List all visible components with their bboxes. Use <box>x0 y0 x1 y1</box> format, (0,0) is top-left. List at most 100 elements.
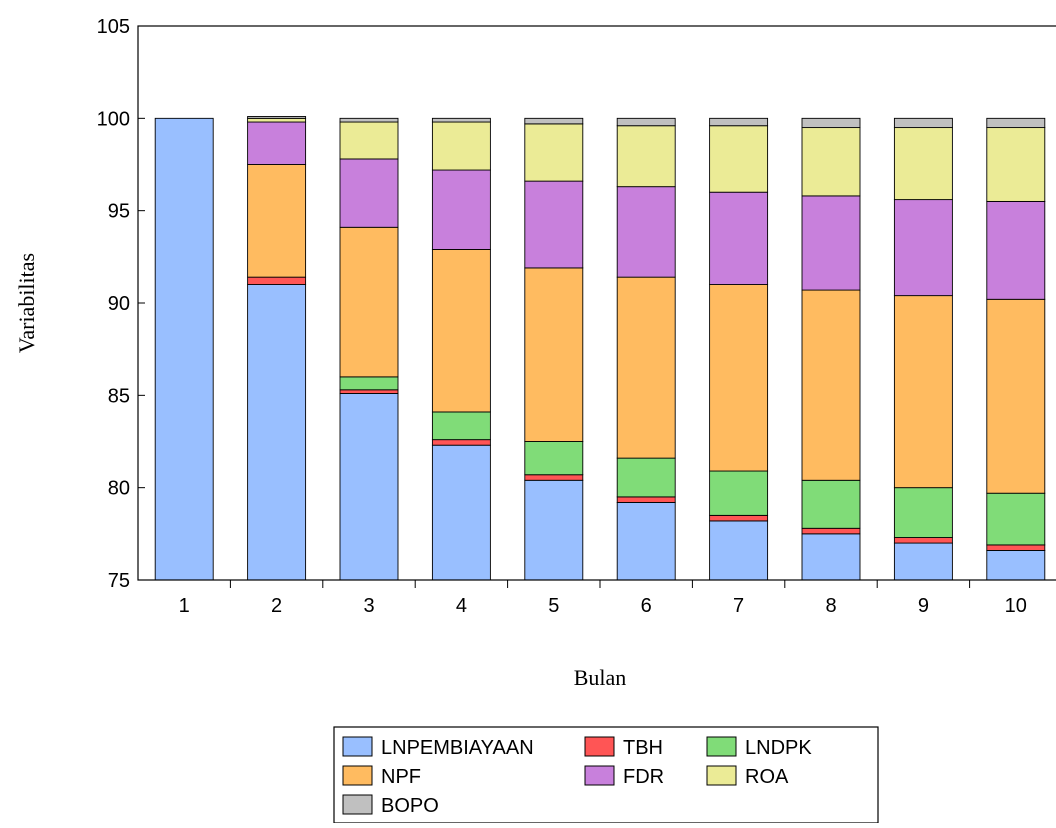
y-axis-title: Variabilitas <box>14 253 39 353</box>
bar-segment-roa-2 <box>247 117 307 123</box>
bar-segment-lnpembiayaan-5 <box>524 479 584 581</box>
bar-segment-npf-8 <box>801 289 861 481</box>
bar-segment-lnpembiayaan-10 <box>986 550 1046 581</box>
bar-segment-bopo-5 <box>524 117 584 125</box>
legend-label-roa: ROA <box>745 766 789 788</box>
y-tick-label: 90 <box>108 293 130 315</box>
y-tick-label: 80 <box>108 478 130 500</box>
bar-segment-lnpembiayaan-4 <box>431 444 491 581</box>
bar-segment-lndpk-7 <box>709 470 769 516</box>
bar-segment-npf-9 <box>893 295 953 489</box>
legend-label-fdr: FDR <box>623 766 664 788</box>
y-tick-label: 95 <box>108 201 130 223</box>
bar-segment-roa-6 <box>616 125 676 188</box>
y-axis: 75 80 85 90 95 100 105 <box>97 16 145 592</box>
legend-label-bopo: BOPO <box>381 795 439 817</box>
bar-segment-fdr-6 <box>616 186 676 278</box>
x-tick-label: 7 <box>733 595 744 617</box>
bar-segment-npf-3 <box>339 226 399 378</box>
bar-segment-lndpk-9 <box>893 487 953 538</box>
bar-segment-roa-3 <box>339 121 399 160</box>
bar-segment-lndpk-10 <box>986 492 1046 546</box>
bar-segment-fdr-7 <box>709 191 769 285</box>
bar-segment-lndpk-3 <box>339 376 399 391</box>
legend: LNPEMBIAYAAN TBH LNDPK NPF FDR ROA BOPO <box>333 726 879 824</box>
bar-segment-lnpembiayaan-2 <box>247 284 307 581</box>
bar-segment-lnpembiayaan-9 <box>893 542 953 581</box>
bar-segment-bopo-4 <box>431 117 491 123</box>
bar-segment-fdr-10 <box>986 200 1046 300</box>
bar-segment-lnpembiayaan-3 <box>339 393 399 581</box>
bar-segment-tbh-5 <box>524 474 584 481</box>
bar-segment-tbh-4 <box>431 439 491 446</box>
legend-label-npf: NPF <box>381 766 421 788</box>
bar-segment-roa-8 <box>801 127 861 197</box>
bar-segment-bopo-2 <box>247 116 307 119</box>
bar-segment-bopo-10 <box>986 117 1046 129</box>
x-tick-label: 2 <box>271 595 282 617</box>
legend-label-tbh: TBH <box>623 737 663 759</box>
legend-swatch-fdr <box>584 765 615 786</box>
bars-layer <box>154 116 1046 581</box>
bar-segment-tbh-7 <box>709 514 769 522</box>
bar-segment-bopo-8 <box>801 117 861 129</box>
bar-segment-npf-6 <box>616 276 676 459</box>
x-tick-label: 6 <box>641 595 652 617</box>
y-tick-label: 85 <box>108 385 130 407</box>
bar-segment-bopo-3 <box>339 117 399 123</box>
bar-segment-fdr-8 <box>801 195 861 291</box>
bar-segment-tbh-6 <box>616 496 676 503</box>
x-tick-label: 9 <box>918 595 929 617</box>
bar-segment-roa-10 <box>986 127 1046 202</box>
x-tick-label: 10 <box>1005 595 1027 617</box>
bar-segment-roa-4 <box>431 121 491 171</box>
bar-segment-lnpembiayaan-6 <box>616 501 676 581</box>
bar-segment-lndpk-6 <box>616 457 676 498</box>
bar-segment-roa-7 <box>709 125 769 193</box>
bar-segment-fdr-4 <box>431 169 491 250</box>
bar-segment-tbh-2 <box>247 276 307 285</box>
bar-segment-tbh-3 <box>339 389 399 394</box>
bar-segment-roa-5 <box>524 123 584 182</box>
bar-segment-fdr-9 <box>893 199 953 297</box>
x-tick-label: 8 <box>825 595 836 617</box>
legend-swatch-bopo <box>342 794 373 815</box>
x-tick-label: 3 <box>363 595 374 617</box>
bar-segment-lndpk-5 <box>524 441 584 476</box>
x-tick-label: 5 <box>548 595 559 617</box>
x-axis-title: Bulan <box>574 665 627 690</box>
bar-segment-fdr-3 <box>339 158 399 228</box>
bar-segment-lndpk-4 <box>431 411 491 441</box>
bar-segment-npf-5 <box>524 267 584 442</box>
bar-segment-npf-10 <box>986 298 1046 494</box>
legend-swatch-roa <box>706 765 737 786</box>
legend-label-lndpk: LNDPK <box>745 737 812 759</box>
legend-swatch-tbh <box>584 736 615 757</box>
x-tick-label: 4 <box>456 595 467 617</box>
bar-segment-npf-2 <box>247 164 307 278</box>
bar-segment-bopo-7 <box>709 117 769 127</box>
bar-segment-tbh-10 <box>986 544 1046 551</box>
legend-swatch-npf <box>342 765 373 786</box>
bar-segment-lndpk-8 <box>801 479 861 529</box>
bar-segment-fdr-2 <box>247 121 307 165</box>
bar-segment-lnpembiayaan-7 <box>709 520 769 581</box>
bar-segment-bopo-9 <box>893 117 953 129</box>
bar-segment-npf-7 <box>709 284 769 472</box>
bar-segment-npf-4 <box>431 248 491 413</box>
x-tick-label: 1 <box>179 595 190 617</box>
bar-segment-tbh-8 <box>801 527 861 535</box>
legend-swatch-lnpembiayaan <box>342 736 373 757</box>
x-axis: 1 2 3 4 5 6 7 8 9 10 <box>179 580 1027 617</box>
legend-swatch-lndpk <box>706 736 737 757</box>
bar-segment-lnpembiayaan-8 <box>801 533 861 581</box>
y-tick-label: 75 <box>108 570 130 592</box>
y-tick-label: 100 <box>97 108 130 130</box>
bar-segment-tbh-9 <box>893 537 953 544</box>
y-tick-label: 105 <box>97 16 130 38</box>
bar-segment-roa-9 <box>893 127 953 201</box>
bar-segment-bopo-6 <box>616 117 676 127</box>
bar-segment-fdr-5 <box>524 180 584 269</box>
